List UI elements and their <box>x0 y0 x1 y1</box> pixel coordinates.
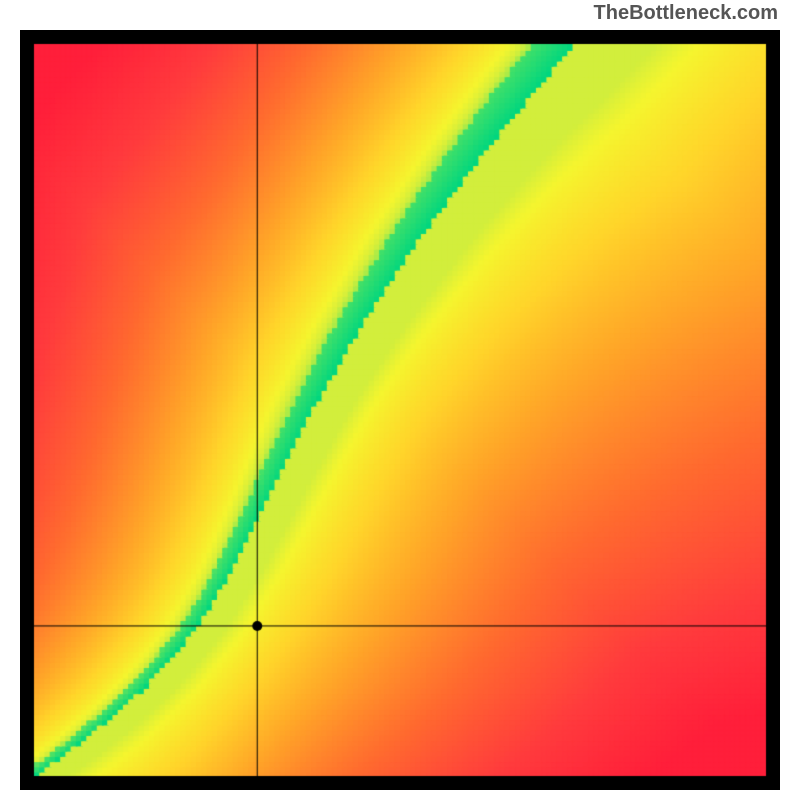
watermark-text: TheBottleneck.com <box>594 2 778 25</box>
heatmap-canvas <box>20 30 780 790</box>
heatmap-chart <box>20 30 780 790</box>
